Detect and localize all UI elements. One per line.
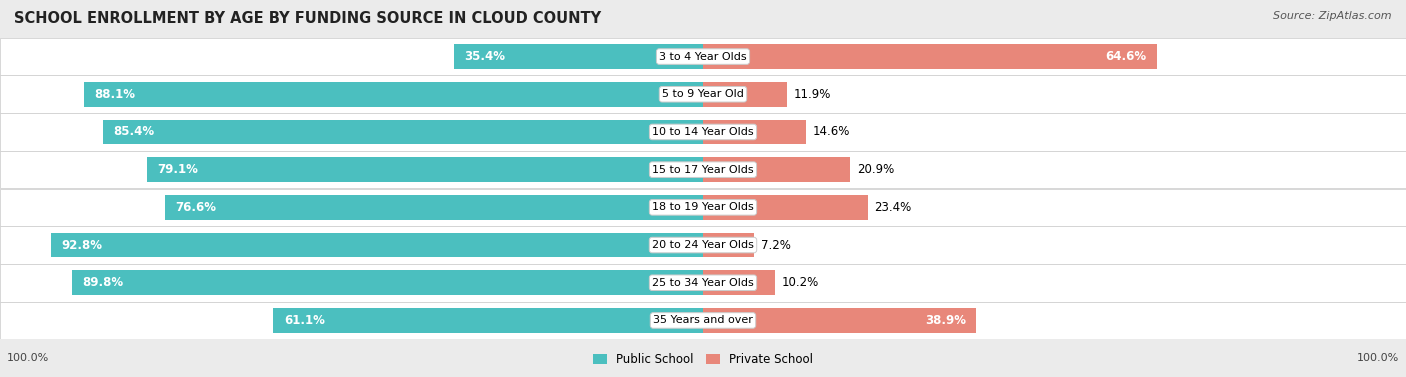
Bar [703,308,976,333]
Bar [703,233,754,257]
Text: 38.9%: 38.9% [925,314,966,327]
Bar [0,75,1406,113]
Text: 76.6%: 76.6% [176,201,217,214]
Text: 92.8%: 92.8% [60,239,103,251]
Text: 100.0%: 100.0% [7,353,49,363]
Bar [0,113,1406,151]
Text: 10 to 14 Year Olds: 10 to 14 Year Olds [652,127,754,137]
Bar [0,226,1406,264]
Text: 7.2%: 7.2% [761,239,790,251]
Text: Source: ZipAtlas.com: Source: ZipAtlas.com [1274,11,1392,21]
Text: 3 to 4 Year Olds: 3 to 4 Year Olds [659,52,747,61]
Text: 20.9%: 20.9% [858,163,894,176]
Text: 20 to 24 Year Olds: 20 to 24 Year Olds [652,240,754,250]
Bar [454,44,703,69]
Text: 5 to 9 Year Old: 5 to 9 Year Old [662,89,744,99]
Bar [165,195,703,219]
Bar [0,151,1406,188]
Legend: Public School, Private School: Public School, Private School [588,349,818,371]
Text: 88.1%: 88.1% [94,88,135,101]
Bar [273,308,703,333]
Bar [703,195,868,219]
Bar [0,302,1406,339]
Bar [0,38,1406,75]
Text: 35.4%: 35.4% [464,50,506,63]
Text: 23.4%: 23.4% [875,201,911,214]
Text: 64.6%: 64.6% [1105,50,1146,63]
Text: 14.6%: 14.6% [813,126,851,138]
Text: 35 Years and over: 35 Years and over [652,316,754,325]
Text: 79.1%: 79.1% [157,163,198,176]
Bar [72,271,703,295]
Text: 10.2%: 10.2% [782,276,818,289]
Bar [51,233,703,257]
Bar [103,120,703,144]
Text: 100.0%: 100.0% [1357,353,1399,363]
Text: 18 to 19 Year Olds: 18 to 19 Year Olds [652,202,754,212]
Text: 11.9%: 11.9% [793,88,831,101]
Text: 15 to 17 Year Olds: 15 to 17 Year Olds [652,165,754,175]
Bar [703,82,787,107]
Bar [703,271,775,295]
Bar [0,264,1406,302]
Text: 89.8%: 89.8% [82,276,124,289]
Text: SCHOOL ENROLLMENT BY AGE BY FUNDING SOURCE IN CLOUD COUNTY: SCHOOL ENROLLMENT BY AGE BY FUNDING SOUR… [14,11,602,26]
Text: 61.1%: 61.1% [284,314,325,327]
Bar [0,188,1406,226]
Bar [84,82,703,107]
Text: 25 to 34 Year Olds: 25 to 34 Year Olds [652,278,754,288]
Text: 85.4%: 85.4% [112,126,155,138]
Bar [148,157,703,182]
Bar [703,120,806,144]
Bar [703,44,1157,69]
Bar [703,157,849,182]
